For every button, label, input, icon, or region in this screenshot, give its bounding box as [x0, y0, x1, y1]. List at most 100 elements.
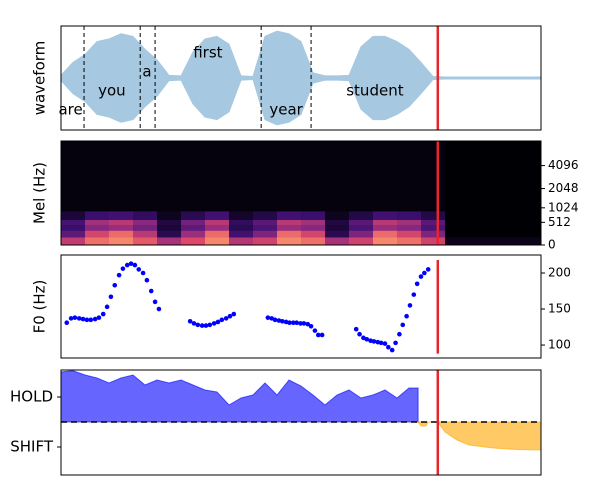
- f0-point: [92, 316, 98, 322]
- f0-point: [404, 313, 409, 319]
- f0-point: [382, 341, 388, 346]
- spectrogram-cell: [301, 230, 326, 238]
- spectrogram-cell: [421, 210, 446, 220]
- spectrogram-cell: [493, 141, 518, 212]
- f0-point: [211, 321, 217, 326]
- y-tick-label: 512: [548, 215, 571, 229]
- axes-frame: [60, 140, 542, 246]
- spectrogram-cell: [469, 219, 494, 226]
- spectrogram-cell: [109, 230, 134, 238]
- f0-point: [112, 282, 118, 288]
- spectrogram-cell: [421, 224, 446, 231]
- spectrogram-cell: [85, 210, 110, 220]
- probability-area: [60, 370, 419, 423]
- spectrogram-cell: [325, 230, 350, 238]
- spectrogram-cell: [349, 210, 374, 220]
- spectrogram-cell: [421, 141, 446, 212]
- spectrogram-cell: [373, 141, 398, 212]
- f0-point: [319, 332, 325, 338]
- spectrogram-cell: [397, 230, 422, 238]
- f0-point: [315, 332, 321, 338]
- spectrogram-cell: [157, 219, 182, 226]
- spectrogram-cell: [109, 141, 134, 212]
- spectrogram-cell: [493, 236, 518, 246]
- f0-point: [156, 306, 162, 312]
- spectrogram-cell: [205, 141, 230, 212]
- spectrogram-cell: [85, 219, 110, 226]
- spectrogram-cell: [397, 210, 422, 220]
- f0-point: [389, 347, 395, 353]
- spectrogram-cell: [349, 141, 374, 212]
- spectrogram-cell: [325, 141, 350, 212]
- spectrogram-cell: [517, 141, 542, 212]
- spectrogram-cell: [205, 236, 230, 246]
- y-tick-label: 4096: [548, 158, 579, 172]
- f0-point: [116, 272, 122, 278]
- spectrogram-cell: [445, 236, 470, 246]
- spectrogram-cell: [517, 230, 542, 238]
- spectrogram-cell: [205, 224, 230, 231]
- spectrogram-cell: [421, 236, 446, 246]
- f0-point: [207, 322, 213, 328]
- f0-point: [84, 317, 90, 323]
- f0-point: [215, 319, 221, 325]
- spectrogram-cell: [349, 236, 374, 246]
- f0-point: [397, 331, 402, 337]
- f0-point: [219, 317, 225, 323]
- axes-frame: [60, 25, 542, 131]
- spectrogram-cell: [157, 224, 182, 231]
- spectrogram-cell: [61, 230, 86, 238]
- spectrogram-cell: [109, 236, 134, 246]
- f0-point: [378, 340, 384, 346]
- spectrogram-cell: [469, 236, 494, 246]
- spectrogram-cell: [277, 219, 302, 226]
- y-tick-label: 0: [548, 238, 556, 252]
- f0-point: [279, 318, 285, 324]
- spectrogram-cell: [181, 236, 206, 246]
- spectrogram-cell: [349, 219, 374, 226]
- spectrogram-cell: [157, 141, 182, 212]
- spectrogram-cell: [373, 236, 398, 246]
- f0-point: [291, 320, 296, 326]
- f0-point: [148, 288, 154, 294]
- f0-point: [195, 322, 201, 328]
- f0-point: [301, 321, 307, 326]
- spectrogram-cell: [277, 224, 302, 231]
- f0-point: [393, 340, 398, 346]
- y-axis-label: Mel (Hz): [31, 162, 49, 224]
- spectrogram-cell: [373, 219, 398, 226]
- spectrogram-cell: [109, 224, 134, 231]
- spectrogram-cell: [253, 141, 278, 212]
- f0-point: [96, 315, 102, 320]
- y-tick-label: 1024: [548, 200, 579, 214]
- spectrogram-cell: [493, 224, 518, 231]
- f0-point: [298, 321, 303, 326]
- f0-point: [407, 303, 413, 308]
- f0-point: [294, 320, 299, 326]
- f0-point: [305, 321, 311, 327]
- spectrogram-cell: [517, 210, 542, 220]
- spectrogram-cell: [109, 219, 134, 226]
- spectrogram-cell: [469, 224, 494, 231]
- f0-point: [144, 277, 150, 283]
- axes-frame: [60, 254, 542, 359]
- spectrogram-cell: [493, 219, 518, 226]
- spectrogram-cell: [61, 219, 86, 226]
- f0-point: [308, 324, 314, 329]
- word-label: are: [58, 101, 82, 119]
- spectrogram-cell: [397, 219, 422, 226]
- f0-point: [104, 304, 110, 310]
- f0-point: [120, 266, 126, 271]
- spectrogram-cell: [493, 230, 518, 238]
- spectrogram-cell: [85, 224, 110, 231]
- f0-point: [124, 262, 130, 268]
- spectrogram-cell: [349, 224, 374, 231]
- word-label: year: [269, 101, 303, 119]
- f0-point: [128, 261, 134, 266]
- f0-point: [353, 326, 359, 332]
- f0-point: [272, 317, 278, 323]
- f0-point: [357, 331, 362, 337]
- f0-point: [152, 299, 158, 305]
- spectrogram-cell: [397, 224, 422, 231]
- f0-point: [187, 318, 193, 324]
